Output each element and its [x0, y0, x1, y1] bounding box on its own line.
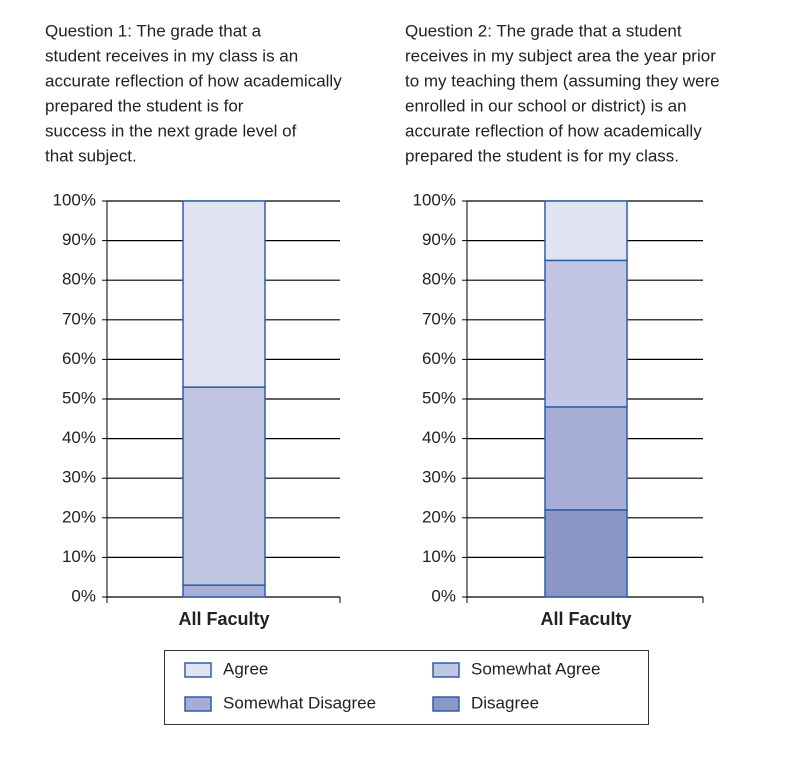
y-tick-label: 10% — [422, 547, 456, 566]
y-tick-label: 50% — [62, 388, 96, 407]
chart-title: prepared the student is for — [45, 96, 244, 115]
y-tick-label: 20% — [62, 507, 96, 526]
bar-segment — [182, 584, 266, 598]
chart-title: accurate reflection of how academically — [45, 71, 342, 90]
bar-segment — [544, 259, 628, 408]
bar-segment — [182, 200, 266, 388]
chart-title: student receives in my class is an — [45, 46, 298, 65]
y-tick-label: 70% — [422, 309, 456, 328]
chart-title: accurate reflection of how academically — [405, 121, 702, 140]
legend-swatch — [184, 662, 212, 678]
chart-title: receives in my subject area the year pri… — [405, 46, 716, 65]
y-tick-label: 80% — [422, 270, 456, 289]
legend-label: Somewhat Agree — [471, 659, 600, 678]
y-tick-label: 40% — [62, 428, 96, 447]
y-tick-label: 100% — [53, 190, 96, 209]
y-tick-label: 50% — [422, 388, 456, 407]
y-tick-label: 60% — [62, 349, 96, 368]
legend-box — [164, 650, 649, 725]
legend-swatch — [432, 662, 460, 678]
y-tick-label: 90% — [422, 230, 456, 249]
x-tick-label: All Faculty — [178, 609, 269, 629]
y-tick-label: 60% — [422, 349, 456, 368]
chart-title: to my teaching them (assuming they were — [405, 71, 720, 90]
y-tick-label: 20% — [422, 507, 456, 526]
bar-segment — [544, 200, 628, 262]
legend-swatch — [432, 696, 460, 712]
y-tick-label: 10% — [62, 547, 96, 566]
y-tick-label: 0% — [71, 586, 96, 605]
y-tick-label: 100% — [413, 190, 456, 209]
y-tick-label: 90% — [62, 230, 96, 249]
legend-label: Agree — [223, 659, 268, 678]
y-tick-label: 30% — [62, 468, 96, 487]
x-tick-label: All Faculty — [540, 609, 631, 629]
y-tick-label: 0% — [431, 586, 456, 605]
legend-label: Somewhat Disagree — [223, 693, 376, 712]
legend-label: Disagree — [471, 693, 539, 712]
bar-segment — [182, 386, 266, 586]
chart-title: success in the next grade level of — [45, 121, 297, 140]
y-tick-label: 70% — [62, 309, 96, 328]
chart-title: Question 1: The grade that a — [45, 21, 262, 40]
legend-swatch — [184, 696, 212, 712]
bar-segment — [544, 509, 628, 598]
y-tick-label: 40% — [422, 428, 456, 447]
chart-title: prepared the student is for my class. — [405, 146, 679, 165]
bar-segment — [544, 406, 628, 511]
y-tick-label: 80% — [62, 270, 96, 289]
chart-title: that subject. — [45, 146, 137, 165]
y-tick-label: 30% — [422, 468, 456, 487]
chart-title: Question 2: The grade that a student — [405, 21, 682, 40]
chart-title: enrolled in our school or district) is a… — [405, 96, 687, 115]
